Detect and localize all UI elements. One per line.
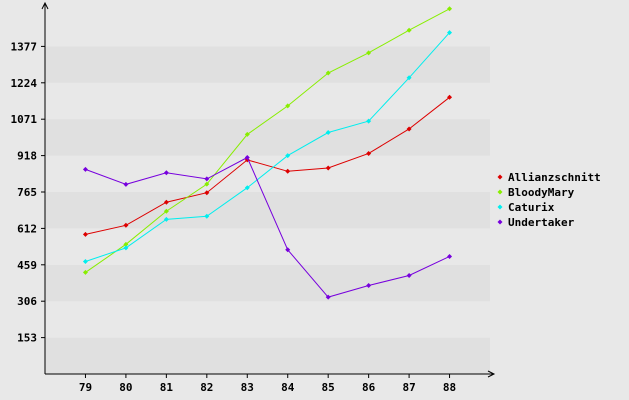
- grid-band: [45, 301, 490, 338]
- legend-marker: [497, 189, 503, 195]
- grid-band: [45, 46, 490, 83]
- grid-band: [45, 119, 490, 156]
- y-axis-arrow: [41, 1, 49, 10]
- grid-band: [45, 337, 490, 374]
- x-tick-label: 84: [281, 381, 295, 394]
- x-tick-label: 85: [322, 381, 335, 394]
- y-tick-label: 765: [17, 186, 37, 199]
- data-point: [366, 150, 372, 156]
- data-point: [325, 70, 331, 76]
- x-tick-label: 86: [362, 381, 376, 394]
- data-point: [82, 166, 88, 172]
- y-tick-label: 459: [17, 259, 37, 272]
- data-point: [204, 190, 210, 196]
- data-point: [123, 245, 129, 251]
- y-tick-label: 918: [17, 150, 37, 163]
- y-tick-label: 1071: [11, 113, 38, 126]
- data-point: [123, 241, 129, 247]
- data-point: [325, 130, 331, 136]
- data-point: [447, 30, 453, 36]
- data-point: [366, 282, 372, 288]
- data-point: [163, 216, 169, 222]
- data-point: [163, 199, 169, 205]
- grid-band: [45, 155, 490, 192]
- axes: [41, 1, 496, 378]
- data-point: [82, 269, 88, 275]
- data-point: [82, 258, 88, 264]
- y-tick-label: 1224: [11, 77, 38, 90]
- data-point: [204, 181, 210, 187]
- grid-bands: [45, 10, 490, 374]
- series-line: [85, 8, 450, 273]
- legend-marker: [497, 204, 503, 210]
- x-tick-label: 80: [119, 381, 132, 394]
- series-line: [85, 32, 450, 262]
- x-axis-arrow: [487, 370, 496, 378]
- x-tick-label: 81: [160, 381, 174, 394]
- data-point: [447, 94, 453, 100]
- data-point: [123, 222, 129, 228]
- data-point: [447, 253, 453, 259]
- legend-marker: [497, 219, 503, 225]
- data-point: [244, 185, 250, 191]
- series-line: [85, 96, 450, 235]
- data-point: [204, 176, 210, 182]
- x-tick-label: 87: [402, 381, 415, 394]
- grid-band: [45, 10, 490, 47]
- data-point: [285, 247, 291, 253]
- y-tick-label: 306: [17, 295, 37, 308]
- grid-band: [45, 82, 490, 120]
- y-tick-label: 1377: [11, 40, 38, 53]
- data-point: [244, 155, 250, 161]
- data-point: [285, 168, 291, 174]
- grid-band: [45, 228, 490, 265]
- data-point: [82, 231, 88, 237]
- data-point: [366, 50, 372, 56]
- series-lines: [82, 6, 453, 300]
- series-line: [85, 156, 450, 298]
- x-tick-label: 82: [200, 381, 213, 394]
- data-point: [406, 75, 412, 81]
- x-tick-label: 83: [241, 381, 254, 394]
- data-point: [244, 131, 250, 137]
- data-point: [163, 208, 169, 214]
- data-point: [325, 294, 331, 300]
- grid-band: [45, 264, 490, 302]
- legend-label: BloodyMary: [508, 186, 575, 199]
- x-tick-label: 79: [79, 381, 92, 394]
- grid-band: [45, 192, 490, 229]
- data-point: [406, 27, 412, 33]
- data-point: [325, 165, 331, 171]
- legend: Allianzschnitt BloodyMary Caturix Undertake…: [497, 171, 601, 229]
- data-point: [204, 213, 210, 219]
- y-tick-label: 153: [17, 332, 37, 345]
- data-point: [285, 103, 291, 109]
- data-point: [447, 6, 453, 12]
- x-tick-label: 88: [443, 381, 456, 394]
- y-tick-label: 612: [17, 222, 37, 235]
- data-point: [123, 181, 129, 187]
- data-point: [406, 273, 412, 279]
- data-point: [366, 118, 372, 124]
- legend-label: Allianzschnitt: [508, 171, 601, 184]
- legend-label: Undertaker: [508, 216, 575, 229]
- x-axis-ticks: 79 80 81 82 83 84 85 86 87 88: [79, 374, 456, 394]
- data-point: [285, 153, 291, 159]
- legend-marker: [497, 174, 503, 180]
- data-point: [406, 126, 412, 132]
- data-point: [163, 170, 169, 176]
- y-axis-ticks: 153 306 459 612 765 918 1071 1224 1377: [11, 40, 45, 345]
- legend-label: Caturix: [508, 201, 555, 214]
